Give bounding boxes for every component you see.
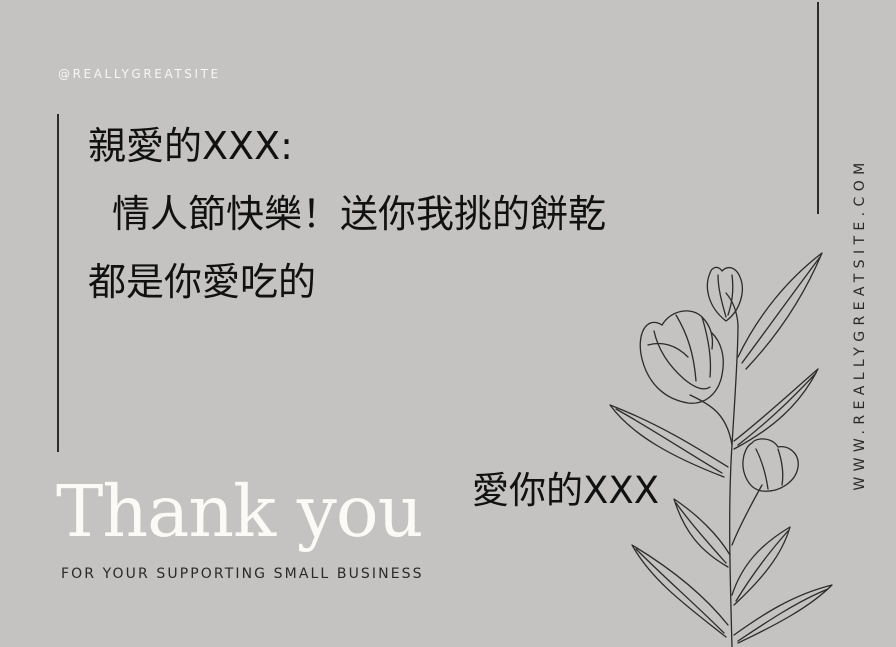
message-line-wish: 情人節快樂！送你我挑的餅乾	[112, 192, 607, 236]
website-text: WWW.REALLYGREATSITE.COM	[852, 157, 868, 491]
left-divider-line	[57, 114, 59, 452]
tagline: FOR YOUR SUPPORTING SMALL BUSINESS	[61, 566, 424, 582]
thank-you-title: Thank you	[56, 470, 423, 553]
right-divider-line	[817, 2, 819, 214]
tulip-line-art-icon	[609, 252, 833, 647]
message-line-closing: 都是你愛吃的	[88, 260, 317, 304]
message-text: 親愛的XXX: 情人節快樂！送你我挑的餅乾 都是你愛吃的	[88, 112, 606, 316]
signature: 愛你的XXX	[472, 469, 660, 512]
website-vertical: WWW.REALLYGREATSITE.COM	[848, 104, 872, 544]
message-line-greeting: 親愛的XXX:	[88, 124, 293, 168]
social-handle: @REALLYGREATSITE	[58, 67, 221, 81]
